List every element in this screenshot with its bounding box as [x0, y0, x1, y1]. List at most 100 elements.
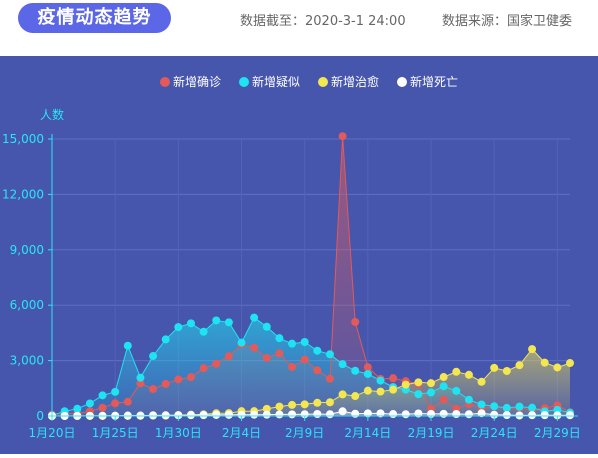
data-point: [237, 338, 246, 347]
data-point: [149, 385, 158, 394]
data-point: [275, 402, 284, 411]
data-point: [401, 380, 410, 389]
data-point: [149, 352, 158, 361]
series-points: [48, 132, 574, 420]
data-point: [464, 370, 473, 379]
data-point: [363, 363, 372, 372]
data-point: [250, 410, 259, 419]
data-point: [439, 395, 448, 404]
header: 疫情动态趋势 数据截至：2020-3-1 24:00 数据来源：国家卫健委: [0, 0, 598, 56]
chart-legend: 新增确诊 新增疑似 新增治愈 新增死亡: [160, 74, 458, 89]
data-point: [566, 359, 574, 368]
data-point: [439, 382, 448, 391]
data-point: [199, 364, 208, 373]
data-point: [325, 410, 334, 419]
data-point: [300, 355, 309, 364]
data-point: [427, 379, 436, 388]
page-title: 疫情动态趋势: [18, 3, 171, 33]
data-point: [376, 409, 385, 418]
data-point: [262, 322, 271, 331]
data-point: [401, 410, 410, 419]
data-point: [490, 402, 499, 411]
data-point: [389, 385, 398, 394]
x-tick-label: 2月24日: [471, 426, 518, 440]
data-point: [338, 360, 347, 369]
data-point: [351, 409, 360, 418]
data-point: [502, 366, 511, 375]
x-tick-label: 2月14日: [344, 426, 391, 440]
data-point: [427, 388, 436, 397]
data-point: [540, 411, 549, 420]
data-point: [363, 409, 372, 418]
data-point: [313, 398, 322, 407]
data-point: [275, 334, 284, 343]
y-axis-label: 人数: [40, 107, 64, 122]
trend-chart: 新增确诊 新增疑似 新增治愈 新增死亡 人数 0 3,000 6,000 9,000 12,0…: [2, 74, 581, 440]
data-point: [540, 358, 549, 367]
data-point: [389, 410, 398, 419]
data-point: [262, 353, 271, 362]
y-tick-label: 9,000: [10, 243, 44, 257]
y-tick-label: 3,000: [10, 354, 44, 368]
data-point: [212, 316, 221, 325]
data-source-text: 数据来源：国家卫健委: [442, 14, 573, 29]
data-point: [275, 410, 284, 419]
x-tick-label: 2月19日: [408, 426, 455, 440]
legend-label: 新增确诊: [173, 74, 221, 89]
data-point: [528, 411, 537, 420]
data-point: [250, 343, 259, 352]
data-point: [376, 376, 385, 385]
legend-marker: [318, 77, 328, 87]
data-point: [389, 374, 398, 383]
data-point: [224, 318, 233, 327]
data-point: [262, 404, 271, 413]
data-point: [262, 410, 271, 419]
data-point: [136, 379, 145, 388]
data-point: [325, 398, 334, 407]
data-point: [490, 410, 499, 419]
data-point: [515, 411, 524, 420]
y-tick-label: 12,000: [2, 187, 44, 201]
data-point: [351, 392, 360, 401]
data-point: [288, 339, 297, 348]
data-point: [275, 349, 284, 358]
data-point: [85, 399, 94, 408]
data-point: [414, 378, 423, 387]
data-point: [300, 337, 309, 346]
data-point: [452, 386, 461, 395]
data-point: [123, 341, 132, 350]
data-point: [363, 386, 372, 395]
data-point: [553, 411, 562, 420]
legend-marker: [397, 77, 407, 87]
data-point: [161, 379, 170, 388]
data-point: [212, 359, 221, 368]
data-point: [237, 410, 246, 419]
data-point: [288, 400, 297, 409]
data-point: [123, 397, 132, 406]
data-point: [515, 402, 524, 411]
data-point: [313, 346, 322, 355]
data-point: [199, 411, 208, 420]
data-point: [477, 409, 486, 418]
y-tick-label: 15,000: [2, 132, 44, 146]
data-point: [363, 369, 372, 378]
data-point: [212, 410, 221, 419]
legend-label: 新增疑似: [252, 74, 300, 89]
data-point: [136, 373, 145, 382]
data-point: [439, 409, 448, 418]
data-point: [477, 377, 486, 386]
data-point: [414, 409, 423, 418]
data-point: [186, 319, 195, 328]
data-point: [111, 399, 120, 408]
data-point: [464, 410, 473, 419]
data-point: [414, 390, 423, 399]
data-point: [376, 387, 385, 396]
data-point: [98, 403, 107, 412]
x-tick-label: 1月30日: [155, 426, 202, 440]
data-point: [553, 363, 562, 372]
legend-marker: [160, 77, 170, 87]
data-point: [186, 373, 195, 382]
data-point: [111, 387, 120, 396]
data-point: [250, 313, 259, 322]
data-point: [288, 410, 297, 419]
